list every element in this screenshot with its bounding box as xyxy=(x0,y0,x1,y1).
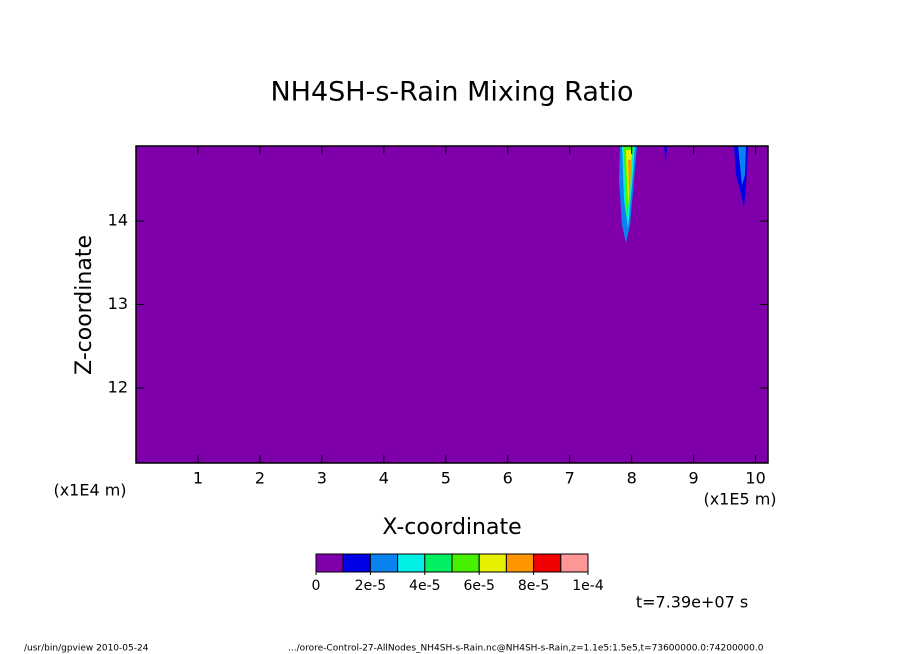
footer-right: .../orore-Control-27-AllNodes_NH4SH-s-Ra… xyxy=(288,644,764,654)
x-axis-label: X-coordinate xyxy=(382,515,521,540)
x-tick-label: 3 xyxy=(317,469,327,488)
y-axis-label: Z-coordinate xyxy=(72,235,97,375)
y-tick-label: 13 xyxy=(108,294,128,313)
colorbar-label: 1e-4 xyxy=(572,578,604,594)
x-tick-label: 9 xyxy=(689,469,699,488)
x-unit: (x1E5 m) xyxy=(703,490,776,509)
colorbar-box xyxy=(451,553,480,573)
chart-title: NH4SH-s-Rain Mixing Ratio xyxy=(270,77,633,108)
colorbar-box xyxy=(342,553,371,573)
time-label: t=7.39e+07 s xyxy=(636,593,748,612)
x-tick-label: 2 xyxy=(255,469,265,488)
colorbar-box xyxy=(478,553,507,573)
colorbar-label: 0 xyxy=(312,578,321,594)
colorbar-label: 6e-5 xyxy=(463,578,494,594)
colorbar-box xyxy=(397,553,426,573)
footer-left: /usr/bin/gpview 2010-05-24 xyxy=(24,644,149,654)
x-tick-label: 6 xyxy=(503,469,513,488)
colorbar-box xyxy=(560,553,589,573)
y-tick-label: 14 xyxy=(108,211,128,230)
x-tick-label: 1 xyxy=(193,469,203,488)
colorbar-box xyxy=(424,553,453,573)
colorbar-label: 4e-5 xyxy=(409,578,440,594)
x-tick-label: 10 xyxy=(745,469,765,488)
y-unit: (x1E4 m) xyxy=(53,481,126,500)
x-tick-label: 8 xyxy=(627,469,637,488)
contour-features xyxy=(619,146,748,243)
colorbar-label: 8e-5 xyxy=(518,578,549,594)
x-tick-label: 5 xyxy=(441,469,451,488)
x-tick-label: 7 xyxy=(565,469,575,488)
colorbar-box xyxy=(369,553,399,573)
x-tick-label: 4 xyxy=(379,469,389,488)
y-tick-label: 12 xyxy=(108,377,128,396)
colorbar-label: 2e-5 xyxy=(355,578,386,594)
colorbar-box xyxy=(533,553,562,573)
colorbar-box xyxy=(505,553,535,573)
plot-area xyxy=(136,146,768,463)
colorbar-box xyxy=(315,553,344,573)
